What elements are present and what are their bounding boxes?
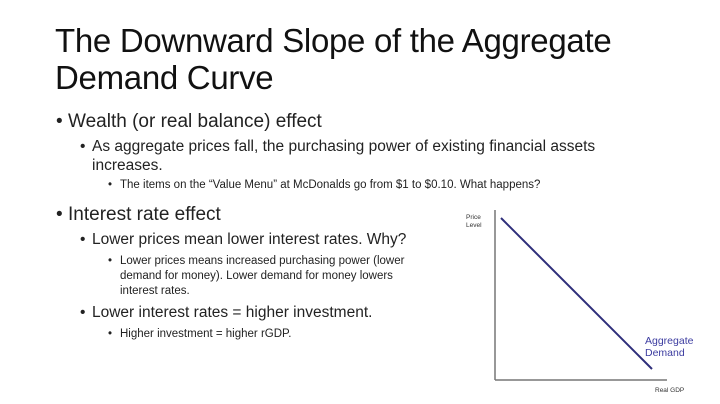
bullet-wealth-sub1-cont: increases.	[92, 157, 163, 174]
bullet-interest-sub1-detail: • Lower prices means increased purchasing…	[108, 255, 405, 297]
bullet-interest-sub2-detail: • Higher investment = higher rGDP.	[108, 328, 292, 340]
y-axis-label: Price Level	[466, 214, 482, 229]
curve-label: Aggregate Demand	[645, 335, 694, 359]
slide-title: The Downward Slope of the Aggregate Dema…	[55, 22, 612, 96]
bullet-interest-sub1: • Lower prices mean lower interest rates.…	[80, 231, 407, 248]
bullet-interest-sub2: • Lower interest rates = higher investmen…	[80, 304, 373, 321]
bullet-wealth-effect: • Wealth (or real balance) effect	[56, 111, 322, 132]
aggregate-demand-curve	[500, 217, 653, 370]
bullet-interest-effect: • Interest rate effect	[56, 204, 221, 225]
x-axis-label: Real GDP	[655, 387, 684, 394]
bullet-wealth-sub2: • The items on the “Value Menu” at McDona…	[108, 179, 541, 191]
bullet-wealth-sub1: • As aggregate prices fall, the purchasin…	[80, 138, 596, 155]
